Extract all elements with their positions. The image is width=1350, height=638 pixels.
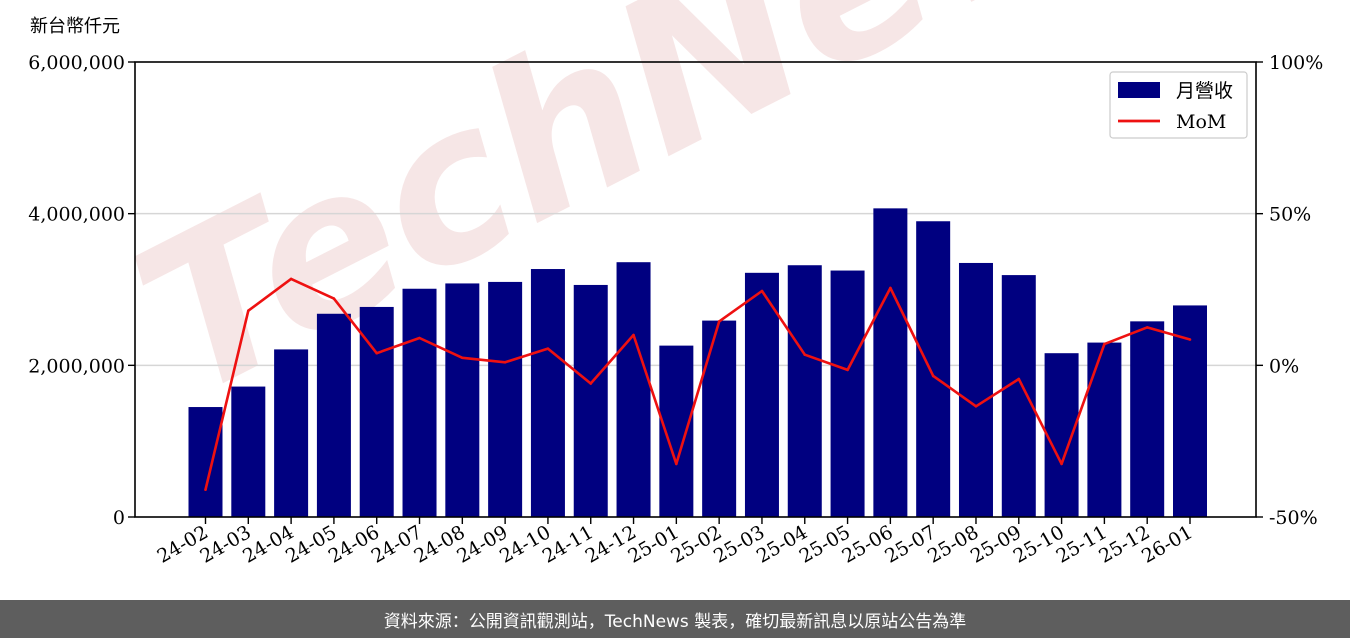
mom-point-25-12 bbox=[1145, 326, 1149, 329]
left-tick-label: 0 bbox=[113, 507, 125, 529]
revenue-bar-24-03 bbox=[231, 386, 266, 517]
revenue-bar-25-05 bbox=[830, 270, 865, 517]
mom-point-25-08 bbox=[974, 404, 978, 408]
revenue-bar-24-10 bbox=[530, 269, 565, 517]
mom-line-series bbox=[204, 277, 1192, 492]
revenue-bar-24-06 bbox=[359, 306, 394, 517]
mom-point-24-09 bbox=[503, 361, 507, 364]
revenue-bar-25-12 bbox=[1130, 321, 1165, 517]
mom-point-25-11 bbox=[1103, 342, 1106, 346]
legend-label-mom: MoM bbox=[1176, 111, 1226, 133]
revenue-bar-25-09 bbox=[1001, 275, 1036, 517]
revenue-bar-25-02 bbox=[702, 320, 737, 517]
right-tick-label: -50% bbox=[1269, 507, 1318, 529]
revenue-bar-25-06 bbox=[873, 208, 908, 517]
mom-point-24-12 bbox=[632, 333, 635, 337]
revenue-bar-25-08 bbox=[958, 262, 993, 517]
source-footer: 資料來源：公開資訊觀測站，TechNews 製表，確切最新訊息以原站公告為準 bbox=[0, 600, 1350, 638]
revenue-bar-25-11 bbox=[1087, 342, 1122, 517]
mom-point-25-07 bbox=[931, 374, 935, 378]
mom-point-24-04 bbox=[289, 277, 293, 281]
revenue-bar-25-10 bbox=[1044, 353, 1079, 517]
mom-point-24-10 bbox=[546, 347, 550, 350]
mom-point-24-08 bbox=[461, 356, 464, 360]
mom-point-25-06 bbox=[889, 286, 892, 290]
revenue-bar-25-03 bbox=[744, 272, 779, 517]
revenue-bar-25-04 bbox=[787, 265, 822, 517]
mom-point-25-03 bbox=[760, 289, 764, 293]
revenue-bar-24-02 bbox=[188, 407, 223, 517]
revenue-bar-24-11 bbox=[573, 284, 608, 517]
legend-label-revenue: 月營收 bbox=[1176, 80, 1233, 102]
left-tick-label: 2,000,000 bbox=[28, 355, 125, 377]
mom-point-24-07 bbox=[418, 336, 421, 340]
mom-point-26-01 bbox=[1188, 338, 1192, 341]
right-tick-label: 0% bbox=[1269, 355, 1299, 377]
mom-point-24-05 bbox=[332, 297, 336, 300]
chart-area: TechNews 0 2,000,000 4,000,000 6,000,000 -50… bbox=[28, 0, 1323, 568]
right-tick-label: 50% bbox=[1269, 204, 1311, 226]
revenue-bar-24-07 bbox=[402, 288, 437, 517]
x-tick-label-26-01: 26-01 bbox=[1138, 521, 1196, 567]
left-tick-label: 6,000,000 bbox=[28, 52, 125, 74]
legend: 月營收 MoM bbox=[1109, 71, 1248, 139]
revenue-bar-24-05 bbox=[316, 313, 351, 517]
right-tick-label: 100% bbox=[1269, 52, 1323, 74]
left-tick-label: 4,000,000 bbox=[28, 204, 125, 226]
source-text: 資料來源：公開資訊觀測站，TechNews 製表，確切最新訊息以原站公告為準 bbox=[383, 611, 967, 632]
mom-point-25-10 bbox=[1060, 462, 1063, 466]
axes bbox=[134, 61, 1257, 518]
revenue-bar-25-07 bbox=[916, 221, 951, 517]
mom-point-24-06 bbox=[375, 351, 379, 355]
revenue-bar-24-09 bbox=[488, 281, 523, 517]
mom-point-25-05 bbox=[846, 368, 849, 372]
revenue-bar-24-04 bbox=[274, 349, 309, 517]
mom-point-24-03 bbox=[247, 309, 250, 313]
revenue-bar-24-12 bbox=[616, 262, 651, 517]
y-axis-unit-label: 新台幣仟元 bbox=[30, 16, 120, 37]
mom-point-24-02 bbox=[204, 488, 207, 492]
mom-point-25-09 bbox=[1017, 377, 1021, 381]
revenue-mom-chart: TechNews 02,000,0004,000,0006,000,000-50… bbox=[28, 0, 1323, 568]
mom-point-24-11 bbox=[589, 382, 593, 385]
legend-swatch-bar bbox=[1118, 82, 1160, 98]
plot-frame bbox=[134, 61, 1257, 518]
mom-line bbox=[204, 277, 1191, 491]
mom-point-25-02 bbox=[717, 320, 721, 323]
mom-point-25-04 bbox=[803, 353, 807, 357]
mom-point-25-01 bbox=[675, 462, 678, 466]
revenue-bar-24-08 bbox=[445, 283, 480, 517]
bar-series bbox=[188, 208, 1207, 517]
